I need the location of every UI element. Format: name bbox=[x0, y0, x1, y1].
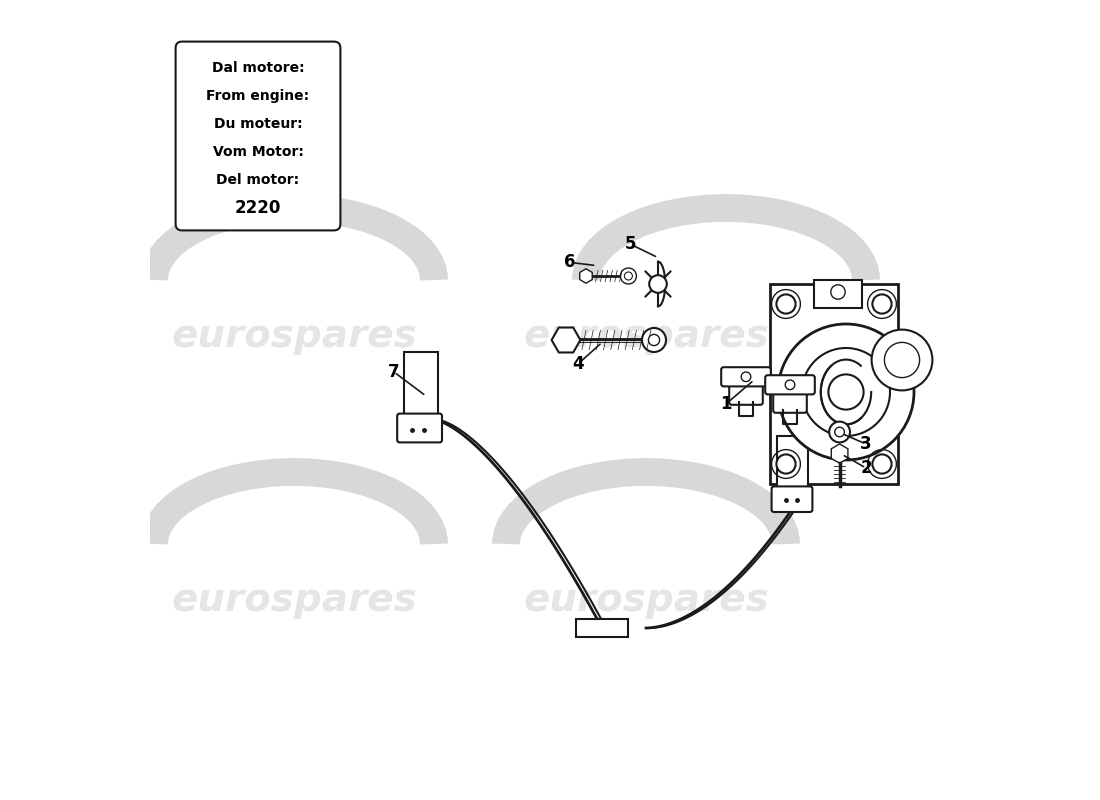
Circle shape bbox=[884, 342, 920, 378]
Circle shape bbox=[648, 334, 660, 346]
FancyBboxPatch shape bbox=[771, 486, 813, 512]
Text: 4: 4 bbox=[572, 355, 584, 373]
Circle shape bbox=[802, 348, 890, 436]
Text: eurospares: eurospares bbox=[172, 581, 417, 619]
Text: eurospares: eurospares bbox=[524, 581, 769, 619]
FancyBboxPatch shape bbox=[722, 367, 771, 386]
Circle shape bbox=[785, 380, 795, 390]
Circle shape bbox=[828, 374, 864, 410]
Circle shape bbox=[642, 328, 666, 352]
Text: 2: 2 bbox=[860, 459, 872, 477]
Circle shape bbox=[835, 427, 845, 437]
Circle shape bbox=[830, 285, 845, 299]
FancyBboxPatch shape bbox=[397, 414, 442, 442]
Text: 7: 7 bbox=[388, 363, 399, 381]
Text: 5: 5 bbox=[625, 235, 636, 253]
Circle shape bbox=[872, 454, 892, 474]
Circle shape bbox=[871, 330, 933, 390]
Text: eurospares: eurospares bbox=[172, 317, 417, 355]
Circle shape bbox=[872, 294, 892, 314]
Circle shape bbox=[777, 294, 795, 314]
Circle shape bbox=[625, 272, 632, 280]
FancyBboxPatch shape bbox=[773, 386, 806, 413]
Text: Du moteur:: Du moteur: bbox=[213, 117, 302, 131]
Text: Dal motore:: Dal motore: bbox=[211, 61, 305, 75]
Text: 6: 6 bbox=[564, 254, 575, 271]
Bar bbox=[576, 619, 628, 637]
Text: 2220: 2220 bbox=[234, 199, 282, 217]
FancyBboxPatch shape bbox=[176, 42, 340, 230]
Circle shape bbox=[620, 268, 637, 284]
Bar bbox=[405, 352, 438, 428]
Circle shape bbox=[829, 422, 850, 442]
Text: 3: 3 bbox=[860, 435, 872, 453]
Circle shape bbox=[741, 372, 751, 382]
Bar bbox=[814, 280, 862, 308]
Text: From engine:: From engine: bbox=[207, 89, 309, 103]
FancyBboxPatch shape bbox=[729, 378, 762, 405]
Circle shape bbox=[778, 324, 914, 460]
Circle shape bbox=[649, 275, 667, 293]
FancyBboxPatch shape bbox=[770, 284, 898, 484]
Text: Del motor:: Del motor: bbox=[217, 173, 299, 187]
Text: 1: 1 bbox=[720, 395, 732, 413]
FancyBboxPatch shape bbox=[766, 375, 815, 394]
Circle shape bbox=[777, 454, 795, 474]
Bar bbox=[778, 436, 807, 496]
Text: eurospares: eurospares bbox=[524, 317, 769, 355]
Text: Vom Motor:: Vom Motor: bbox=[212, 145, 304, 159]
